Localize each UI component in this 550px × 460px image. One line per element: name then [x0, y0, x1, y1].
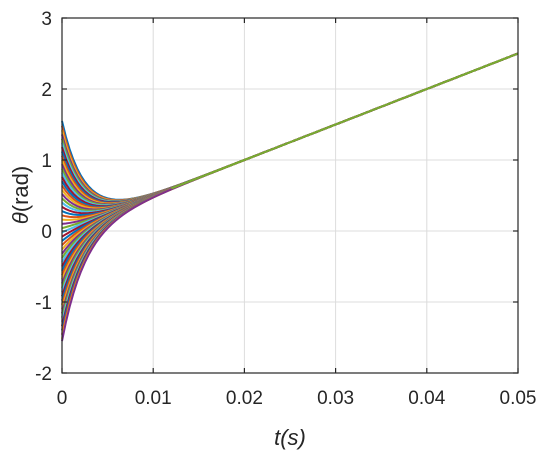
series-line: [61, 52, 519, 259]
series-line: [61, 52, 519, 212]
y-axis-label-unit: (rad): [8, 166, 33, 212]
series-line: [61, 52, 519, 202]
y-tick-label: 1: [41, 151, 52, 172]
series-line: [61, 52, 519, 335]
series-line: [61, 52, 519, 342]
x-tick-labels: 0 0.01 0.02 0.03 0.04 0.05: [57, 388, 537, 409]
y-tick-label: -1: [35, 293, 52, 314]
y-axis-label-symbol: θ: [8, 212, 33, 224]
series-line: [61, 52, 519, 204]
series-line: [61, 52, 519, 208]
plot-frame: [61, 17, 519, 374]
series-line: [61, 52, 519, 297]
x-tick-label: 0: [57, 388, 68, 409]
grid: [61, 17, 519, 374]
series-line: [61, 52, 519, 246]
series-line: [61, 52, 519, 206]
series-line: [61, 52, 519, 310]
series-line: [61, 52, 519, 215]
series-line: [61, 52, 519, 280]
series-line: [61, 52, 519, 306]
y-tick-label: 3: [41, 9, 52, 30]
x-tick-label: 0.01: [135, 388, 172, 409]
series-line: [61, 52, 519, 216]
series-line: [61, 52, 519, 205]
series-line: [61, 52, 519, 331]
series-line: [61, 52, 519, 314]
converged-trajectory-line: [171, 52, 519, 190]
x-tick-label: 0.05: [500, 388, 537, 409]
series-line: [61, 52, 519, 221]
series-line: [61, 52, 519, 202]
series-line: [61, 52, 519, 272]
series-line: [61, 52, 519, 206]
x-tick-label: 0.03: [317, 388, 354, 409]
x-tick-label: 0.02: [226, 388, 263, 409]
series-line: [61, 52, 519, 340]
series-line: [61, 52, 519, 210]
series-line: [61, 52, 519, 201]
series-line: [61, 52, 519, 323]
series-line: [61, 52, 519, 219]
ticks: [61, 17, 519, 374]
y-axis-label: θ(rad): [8, 166, 33, 224]
series-line: [61, 52, 519, 284]
series-line: [61, 52, 519, 204]
x-axis-label: t(s): [274, 425, 306, 450]
series-line: [61, 52, 519, 203]
series-line: [61, 52, 519, 205]
y-tick-label: -2: [35, 364, 52, 385]
reference-group: [171, 52, 519, 190]
series-line: [61, 52, 519, 207]
series-line: [61, 52, 519, 251]
series-line: [61, 52, 519, 255]
series-line: [61, 52, 519, 327]
series-line: [61, 52, 519, 213]
series-group: [61, 52, 519, 342]
series-line: [61, 52, 519, 301]
y-tick-labels: -2 -1 0 1 2 3: [35, 9, 52, 385]
series-line: [61, 52, 519, 276]
x-tick-label: 0.04: [408, 388, 445, 409]
series-line: [61, 52, 519, 242]
y-tick-label: 0: [41, 222, 52, 243]
series-line: [61, 52, 519, 209]
series-line: [61, 52, 519, 202]
series-line: [61, 52, 519, 318]
y-tick-label: 2: [41, 80, 52, 101]
series-line: [61, 52, 519, 203]
series-line: [61, 52, 519, 208]
series-line: [61, 52, 519, 211]
